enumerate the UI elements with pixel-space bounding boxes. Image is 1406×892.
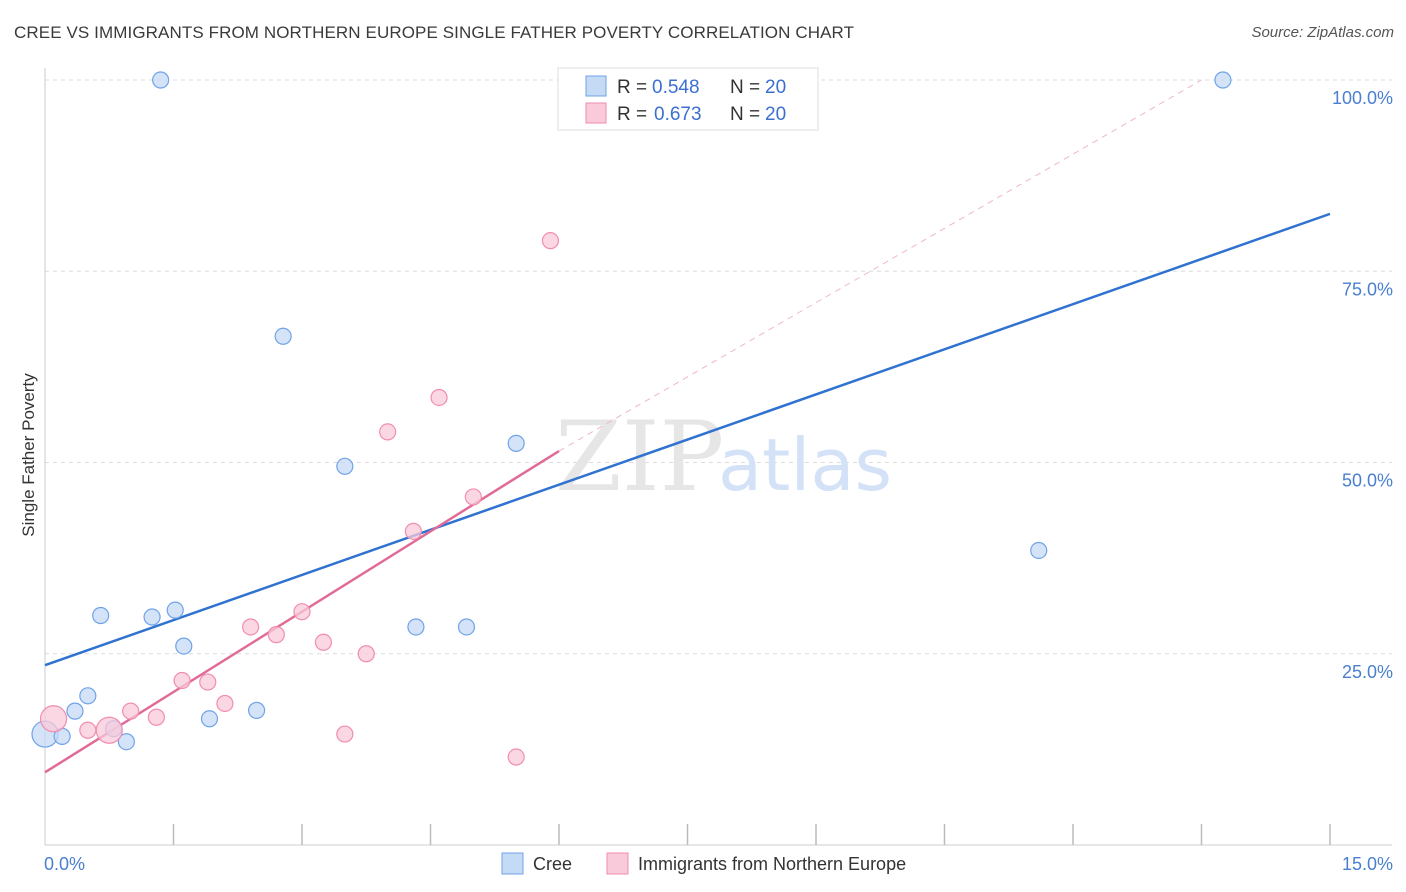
- point-series-0-18: [1030, 541, 1048, 560]
- bottom-legend: Cree Immigrants from Northern Europe: [501, 852, 906, 875]
- point-series-0-7: [143, 608, 161, 626]
- point-series-1-8: [267, 626, 285, 644]
- chart-title: CREE VS IMMIGRANTS FROM NORTHERN EUROPE …: [14, 23, 855, 42]
- x-tick-label-min: 0.0%: [44, 854, 85, 874]
- point-series-1-0: [39, 705, 68, 733]
- legend-r-value-cree: 0.548: [652, 77, 700, 98]
- source-label: Source: ZipAtlas.com: [1251, 24, 1394, 41]
- point-series-0-17: [507, 434, 525, 452]
- legend-n-value-cree: 20: [765, 77, 786, 98]
- y-tick-labels: 25.0% 50.0% 75.0% 100.0%: [1332, 88, 1393, 682]
- point-series-1-5: [199, 673, 217, 691]
- point-series-1-10: [314, 633, 333, 651]
- point-series-0-12: [247, 701, 266, 719]
- point-series-0-6: [117, 733, 135, 751]
- point-series-0-15: [407, 618, 425, 636]
- point-series-1-2: [122, 702, 140, 720]
- legend-r-label-cree: R =: [617, 77, 647, 98]
- point-series-1-17: [507, 748, 525, 766]
- trend-line-0: [44, 212, 1331, 667]
- top-legend: R = 0.548 N = 20 R = 0.673 N = 20: [557, 67, 819, 131]
- legend-n-label-cree: N =: [730, 77, 760, 98]
- y-tick-label-25: 25.0%: [1342, 662, 1393, 682]
- bottom-legend-label-cree: Cree: [533, 854, 572, 874]
- point-series-0-19: [1214, 71, 1232, 89]
- point-series-1-4: [173, 671, 191, 690]
- point-series-0-13: [274, 327, 292, 345]
- point-series-1-7: [242, 618, 260, 636]
- point-series-1-11: [336, 725, 354, 743]
- point-series-1-6: [216, 694, 234, 713]
- point-series-0-9: [166, 601, 184, 619]
- watermark: ZIP atlas: [555, 401, 892, 513]
- bottom-legend-swatch-cree: [501, 852, 524, 875]
- point-series-0-14: [336, 457, 354, 475]
- point-series-0-16: [457, 618, 476, 636]
- y-tick-label-100: 100.0%: [1332, 88, 1393, 108]
- point-series-1-1: [95, 716, 123, 744]
- legend-swatch-cree: [585, 75, 607, 97]
- point-series-1-14: [404, 522, 422, 540]
- trend-line-dashed-1: [558, 79, 1202, 452]
- point-series-0-10: [175, 637, 193, 655]
- bottom-legend-swatch-immigrants: [606, 852, 629, 875]
- point-series-1-19: [79, 721, 97, 739]
- legend-r-label-immigrants: R =: [617, 104, 647, 125]
- legend-r-value-immigrants: 0.673: [654, 104, 702, 125]
- bottom-legend-label-immigrants: Immigrants from Northern Europe: [638, 854, 906, 874]
- point-series-0-3: [79, 687, 97, 705]
- watermark-atlas: atlas: [718, 423, 892, 507]
- y-axis-label: Single Father Poverty: [19, 373, 38, 537]
- point-series-0-11: [200, 710, 219, 728]
- y-tick-label-50: 50.0%: [1342, 471, 1393, 491]
- point-series-1-15: [430, 388, 448, 407]
- data-points: [31, 71, 1232, 766]
- legend-n-value-immigrants: 20: [765, 104, 786, 125]
- x-tick-labels: 0.0% 15.0%: [44, 854, 1393, 874]
- point-series-0-8: [152, 71, 170, 89]
- legend-n-label-immigrants: N =: [730, 104, 760, 125]
- legend-swatch-immigrants: [585, 102, 607, 124]
- point-series-1-13: [379, 423, 397, 441]
- grid-lines: [45, 79, 1392, 655]
- point-series-1-9: [293, 603, 311, 621]
- x-tick-label-max: 15.0%: [1342, 854, 1393, 874]
- point-series-1-12: [357, 645, 375, 663]
- point-series-0-2: [66, 702, 84, 720]
- y-tick-label-75: 75.0%: [1342, 279, 1393, 299]
- point-series-0-4: [92, 606, 110, 625]
- point-series-1-18: [541, 232, 560, 250]
- point-series-1-3: [147, 708, 165, 726]
- point-series-1-16: [464, 488, 482, 506]
